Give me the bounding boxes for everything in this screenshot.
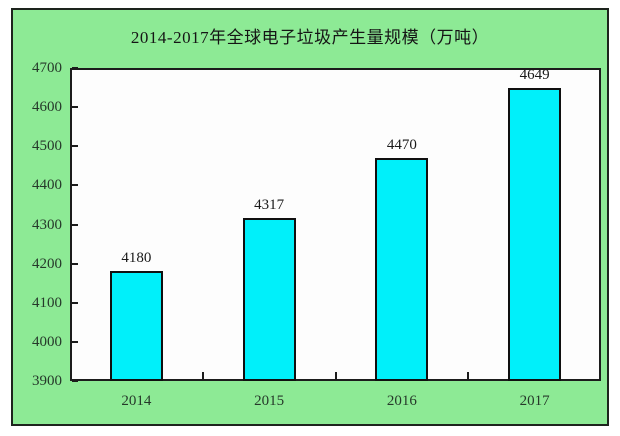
x-axis-category-label: 2017 [519, 393, 550, 409]
bar-value-label: 4317 [254, 196, 285, 213]
y-axis-tick-mark [72, 106, 78, 109]
y-axis-tick-label: 4300 [32, 216, 62, 233]
y-axis-tick-label: 4400 [32, 177, 62, 194]
x-axis-category-label: 2015 [254, 393, 285, 409]
y-axis-tick-mark [72, 184, 78, 187]
y-axis-tick-mark [72, 67, 78, 69]
y-axis-tick-mark [72, 145, 78, 148]
y-axis-tick-label: 4600 [32, 99, 62, 116]
y-axis-tick-mark [72, 301, 78, 304]
y-axis-tick-label: 4100 [32, 294, 62, 311]
bar-value-label: 4470 [386, 136, 417, 153]
y-axis-tick-mark [72, 262, 78, 265]
bar-2017 [508, 87, 562, 381]
x-axis-category-label: 2014 [121, 393, 152, 409]
x-axis-tick-mark [467, 372, 470, 379]
y-axis-tick-label: 4000 [32, 333, 62, 350]
y-axis-tick-label: 3900 [32, 373, 62, 389]
bar-2016 [375, 157, 429, 381]
x-axis-tick-mark [201, 372, 204, 379]
bar-2015 [242, 217, 296, 381]
bar-value-label: 4649 [519, 66, 550, 83]
y-axis-tick-label: 4200 [32, 255, 62, 272]
y-axis-tick-mark [72, 340, 78, 343]
y-axis-tick-mark [72, 380, 78, 382]
bar-2014 [109, 271, 163, 381]
bar-value-label: 4180 [121, 250, 152, 267]
y-axis-tick-mark [72, 223, 78, 226]
x-axis-tick-mark [334, 372, 337, 379]
y-axis-tick-label: 4500 [32, 138, 62, 155]
y-axis-tick-label: 4700 [32, 60, 62, 76]
x-axis-category-label: 2016 [386, 393, 417, 409]
chart-title: 2014-2017年全球电子垃圾产生量规模（万吨） [130, 28, 490, 47]
